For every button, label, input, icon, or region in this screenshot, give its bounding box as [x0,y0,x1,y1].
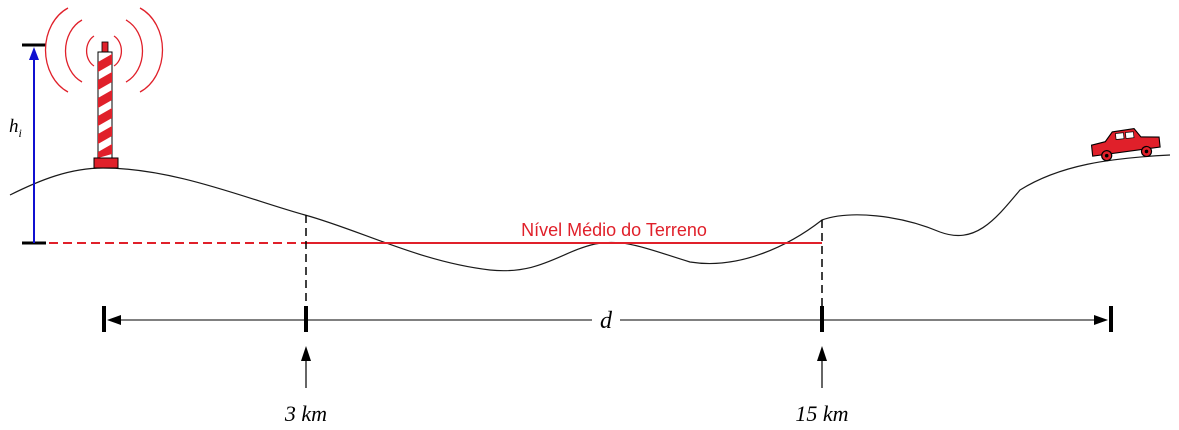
dimension-left-arrowhead [107,315,121,325]
height-label: hi [9,116,22,140]
height-label-symbol: h [9,116,19,137]
height-label-subscript: i [19,126,22,140]
mean-level-label: Nível Médio do Terreno [521,220,707,240]
radio-tower-icon [44,7,164,169]
height-arrow-head [29,47,39,60]
dimension-right-arrowhead [1094,315,1108,325]
marker-15km-arrowhead [817,346,827,361]
distance-label: d [600,308,613,334]
marker-3km-arrowhead [301,346,311,361]
marker-3km-label: 3 km [284,401,327,426]
car-icon [1090,128,1161,162]
marker-15km-label: 15 km [795,401,848,426]
terrain-profile-line [9,154,1171,272]
